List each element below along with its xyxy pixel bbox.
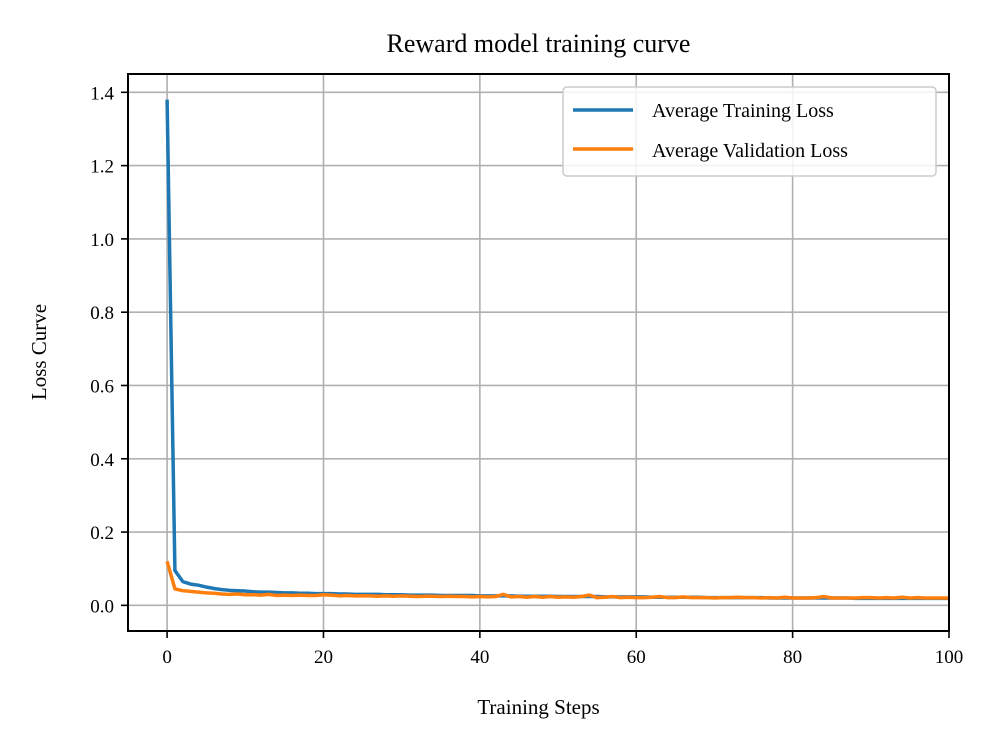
- legend: Average Training Loss Average Validation…: [562, 86, 937, 177]
- series-layer: [165, 99, 949, 601]
- y-tick-label: 0.8: [90, 303, 114, 324]
- x-ticks: 0 20 40 60 80 100: [162, 631, 963, 668]
- grid: [128, 74, 950, 631]
- x-tick-label: 80: [783, 647, 802, 668]
- y-tick-label: 1.2: [90, 157, 114, 178]
- y-tick-label: 1.0: [90, 230, 114, 251]
- y-ticks: 0.0 0.2 0.4 0.6 0.8 1.0 1.2 1.4: [90, 83, 128, 617]
- legend-box: [562, 86, 937, 177]
- legend-label-training: Average Training Loss: [652, 100, 834, 122]
- x-tick-label: 20: [314, 647, 333, 668]
- chart-title: Reward model training curve: [387, 29, 691, 58]
- x-tick-label: 100: [935, 647, 964, 668]
- y-tick-label: 0.4: [90, 450, 114, 471]
- y-tick-label: 0.6: [90, 376, 114, 397]
- x-tick-label: 0: [162, 647, 172, 668]
- plot-frame: [127, 73, 950, 632]
- legend-label-validation: Average Validation Loss: [652, 140, 848, 162]
- y-tick-label: 0.0: [90, 596, 114, 617]
- x-axis-label: Training Steps: [477, 695, 599, 719]
- y-tick-label: 1.4: [90, 83, 114, 104]
- x-tick-label: 60: [627, 647, 646, 668]
- y-tick-label: 0.2: [90, 523, 114, 544]
- y-axis-label: Loss Curve: [27, 304, 51, 400]
- validation-loss-line: [165, 560, 949, 600]
- x-tick-label: 40: [470, 647, 489, 668]
